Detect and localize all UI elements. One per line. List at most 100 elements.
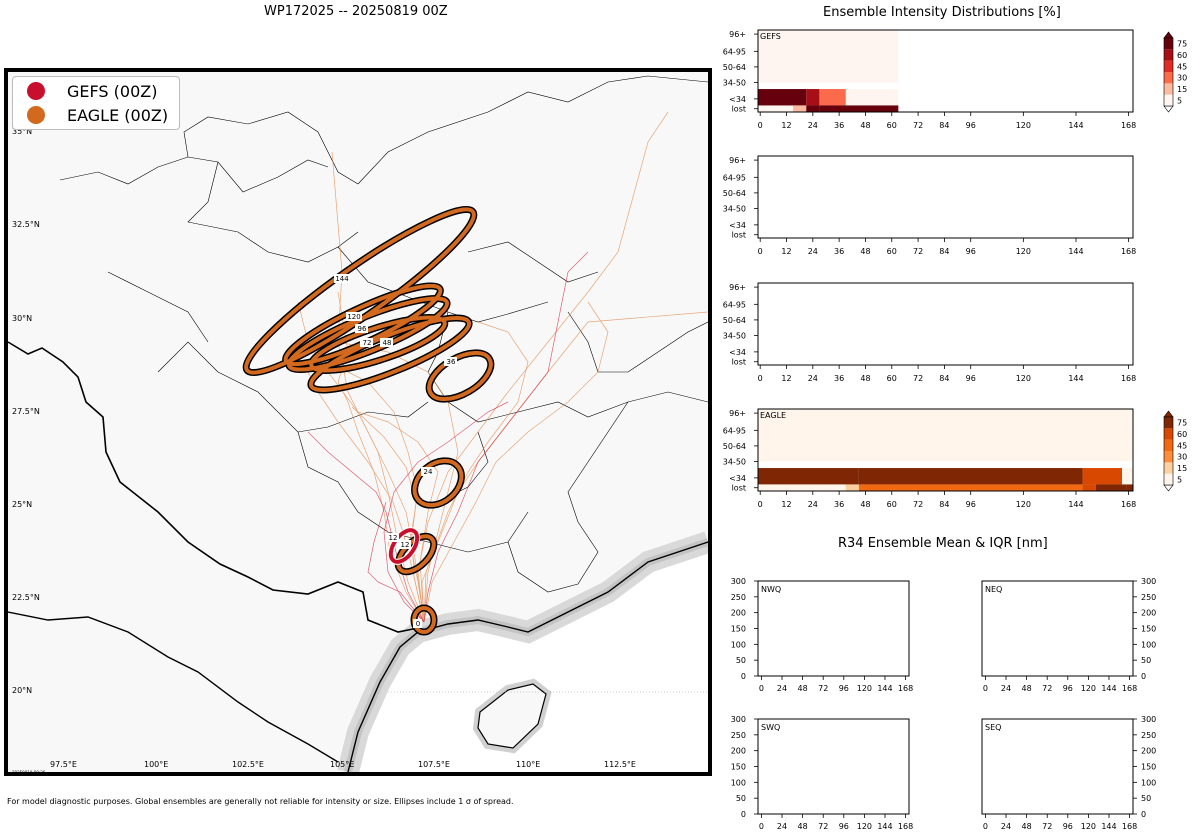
heatmap-x-tick-label: 84 <box>939 500 949 509</box>
r34-x-tick-label: 0 <box>759 684 764 693</box>
heatmap-cell <box>793 105 807 112</box>
heatmap-y-tick-label: lost <box>732 105 746 114</box>
heatmap-y-tick-label: 34-50 <box>723 78 746 87</box>
r34-x-tick-label: 72 <box>1042 822 1052 831</box>
r34-x-tick-label: 120 <box>857 822 872 831</box>
r34-title: R34 Ensemble Mean & IQR [nm] <box>838 536 1048 551</box>
ellipse-label-24: 24 <box>421 467 434 476</box>
r34-x-tick-label: 96 <box>839 822 849 831</box>
r34-y-tick-label: 100 <box>1141 778 1156 787</box>
r34-y-tick-label: 250 <box>731 731 746 740</box>
r34-y-tick-label: 150 <box>1141 763 1156 772</box>
heatmap-x-tick-label: 0 <box>758 247 763 256</box>
r34-x-tick-label: 48 <box>798 822 808 831</box>
heatmap-x-tick-label: 96 <box>966 500 976 509</box>
label-12-gefs: 12 <box>389 534 398 542</box>
colorbar-segment <box>1164 49 1173 61</box>
ellipse-label-144: 144 <box>334 274 350 283</box>
r34-x-tick-label: 24 <box>1001 684 1011 693</box>
colorbar-tick-label: 5 <box>1177 96 1182 105</box>
colorbar-tick-label: 45 <box>1177 441 1187 450</box>
r34-y-tick-label: 100 <box>731 778 746 787</box>
r34-frame <box>757 580 910 677</box>
heatmap-x-tick-label: 12 <box>781 374 791 383</box>
heatmap-y-tick-label: 64-95 <box>723 47 746 56</box>
lon-label-102-5: 102.5°E <box>232 760 264 769</box>
colorbar-tick-label: 15 <box>1177 464 1187 473</box>
heatmap-y-tick-label: 96+ <box>729 156 746 165</box>
legend-label-gefs: GEFS (00Z) <box>67 81 158 101</box>
r34-y-tick-label: 300 <box>1141 577 1156 586</box>
heatmap-cell <box>1122 468 1133 485</box>
r34-x-tick-label: 120 <box>1081 684 1096 693</box>
border-west <box>8 341 419 633</box>
r34-y-tick-label: 200 <box>731 609 746 618</box>
heatmap-cell <box>1126 484 1133 491</box>
heatmap-y-tick-label: 50-64 <box>723 63 746 72</box>
ellipse-label-120: 120 <box>346 312 362 321</box>
colorbar-segment <box>1164 428 1173 440</box>
heatmap-x-tick-label: 144 <box>1068 247 1083 256</box>
label-36: 36 <box>447 358 456 366</box>
heatmap-cell <box>806 89 820 106</box>
r34-frame <box>981 718 1134 815</box>
r34-y-tick-label: 250 <box>1141 731 1156 740</box>
r34-frame <box>981 580 1134 677</box>
heatmap-x-tick-label: 168 <box>1121 374 1136 383</box>
heatmap-x-tick-label: 0 <box>758 500 763 509</box>
colorbar-segment <box>1164 462 1173 474</box>
r34-y-tick-label: 250 <box>1141 593 1156 602</box>
ellipse-label-48: 48 <box>380 338 393 347</box>
label-48: 48 <box>383 339 392 347</box>
map-canvas: 144 120 96 72 48 36 24 12 0 12 <box>8 75 708 772</box>
heatmap-x-tick-label: 60 <box>887 121 897 130</box>
heatmap-x-tick-label: 84 <box>939 247 949 256</box>
label-72: 72 <box>363 339 372 347</box>
r34-x-tick-label: 24 <box>777 822 787 831</box>
heatmap-y-tick-label: <34 <box>729 474 746 483</box>
heatmap-x-tick-label: 144 <box>1068 121 1083 130</box>
r34-y-tick-label: 50 <box>1141 656 1151 665</box>
heatmap-y-tick-label: 34-50 <box>723 204 746 213</box>
heatmap-x-tick-label: 144 <box>1068 374 1083 383</box>
r34-frame <box>757 718 910 815</box>
heatmap-x-tick-label: 60 <box>887 374 897 383</box>
heatmap-x-tick-label: 0 <box>758 374 763 383</box>
heatmap-x-tick-label: 60 <box>887 500 897 509</box>
heatmap-cell <box>758 30 899 39</box>
label-144: 144 <box>335 275 349 283</box>
r34-y-tick-label: 200 <box>731 747 746 756</box>
heatmap-frame <box>757 282 1134 366</box>
r34-y-tick-label: 50 <box>1141 794 1151 803</box>
label-120: 120 <box>347 313 360 321</box>
r34-x-tick-label: 96 <box>1063 822 1073 831</box>
lat-label-35: 35°N <box>12 127 33 136</box>
lat-label-30: 30°N <box>12 314 33 323</box>
r34-x-tick-label: 168 <box>898 822 913 831</box>
r34-x-tick-label: 48 <box>1022 684 1032 693</box>
r34-quadrant-label: SWQ <box>761 723 780 732</box>
colorbar-segment <box>1164 72 1173 84</box>
heatmap-cell <box>1095 484 1127 491</box>
r34-y-tick-label: 150 <box>731 763 746 772</box>
heatmap-x-tick-label: 12 <box>781 121 791 130</box>
heatmap-x-tick-label: 24 <box>808 247 818 256</box>
ellipse-label-12-eagle: 12 <box>398 540 411 549</box>
heatmap-x-tick-label: 120 <box>1016 247 1031 256</box>
heatmap-cell <box>758 446 1133 462</box>
r34-x-tick-label: 72 <box>818 822 828 831</box>
heatmap-x-tick-label: 12 <box>781 500 791 509</box>
ellipse-label-12-gefs: 12 <box>386 533 399 542</box>
heatmap-cell <box>758 67 899 83</box>
r34-x-tick-label: 0 <box>759 822 764 831</box>
colorbar-tick-label: 30 <box>1177 74 1187 83</box>
heatmap-y-tick-label: lost <box>732 358 746 367</box>
r34-y-tick-label: 250 <box>731 593 746 602</box>
r34-y-tick-label: 300 <box>1141 715 1156 724</box>
heatmap-y-tick-label: lost <box>732 484 746 493</box>
lon-label-107-5: 107.5°E <box>418 760 450 769</box>
r34-y-tick-label: 50 <box>736 656 746 665</box>
lon-label-112-5: 112.5°E <box>604 760 636 769</box>
ellipse-labels: 144 120 96 72 48 36 24 12 0 12 <box>334 274 457 628</box>
lon-label-110: 110°E <box>516 760 541 769</box>
